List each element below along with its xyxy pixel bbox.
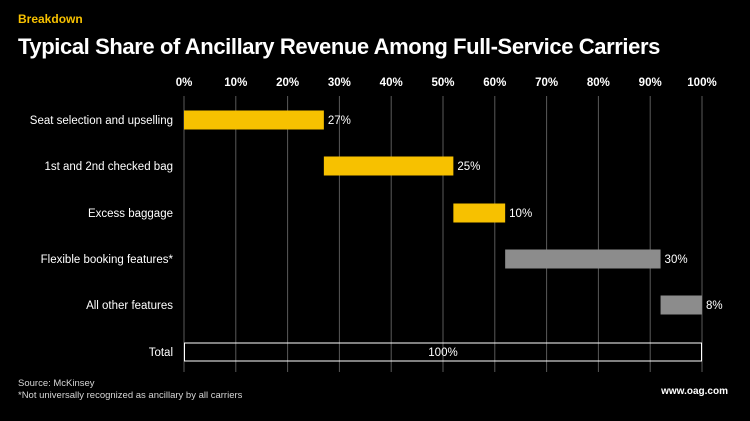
category-label: All other features [86, 300, 173, 312]
bar [660, 295, 702, 315]
x-tick-label: 90% [639, 77, 662, 89]
gridlines [183, 96, 703, 372]
value-label: 8% [706, 300, 723, 312]
category-label: Total [149, 347, 173, 359]
value-label: 27% [328, 115, 351, 127]
x-tick-label: 30% [328, 77, 351, 89]
value-label: 100% [428, 347, 457, 359]
bar [184, 110, 324, 130]
chart-kicker: Breakdown [18, 12, 83, 26]
x-tick-label: 50% [431, 77, 454, 89]
asterisk-note: *Not universally recognized as ancillary… [18, 390, 243, 401]
category-label: 1st and 2nd checked bag [44, 161, 173, 173]
value-label: 25% [457, 161, 480, 173]
category-label: Flexible booking features* [41, 254, 174, 266]
bar [505, 249, 661, 269]
x-tick-label: 40% [380, 77, 403, 89]
x-axis-tick-labels: 0% 10% 20% 30% 40% 50% 60% 70% 80% 90% 100% [176, 77, 717, 89]
x-tick-label: 100% [687, 77, 716, 89]
footnotes: Source: McKinsey *Not universally recogn… [18, 378, 242, 402]
site-url: www.oag.com [661, 386, 728, 397]
bar-total [184, 342, 702, 362]
category-label: Excess baggage [88, 208, 173, 220]
x-tick-label: 20% [276, 77, 299, 89]
x-tick-label: 80% [587, 77, 610, 89]
bars [184, 110, 702, 362]
source-note: Source: McKinsey [18, 378, 95, 389]
x-tick-label: 70% [535, 77, 558, 89]
category-label: Seat selection and upselling [30, 115, 173, 127]
bar [453, 203, 506, 223]
value-labels: 27% 25% 10% 30% 8% 100% [328, 115, 723, 359]
category-labels: Seat selection and upselling 1st and 2nd … [30, 115, 174, 359]
x-tick-label: 0% [176, 77, 193, 89]
value-label: 30% [665, 254, 688, 266]
x-tick-label: 10% [224, 77, 247, 89]
bar [323, 156, 454, 176]
chart-title: Typical Share of Ancillary Revenue Among… [18, 34, 660, 59]
value-label: 10% [509, 208, 532, 220]
x-tick-label: 60% [483, 77, 506, 89]
